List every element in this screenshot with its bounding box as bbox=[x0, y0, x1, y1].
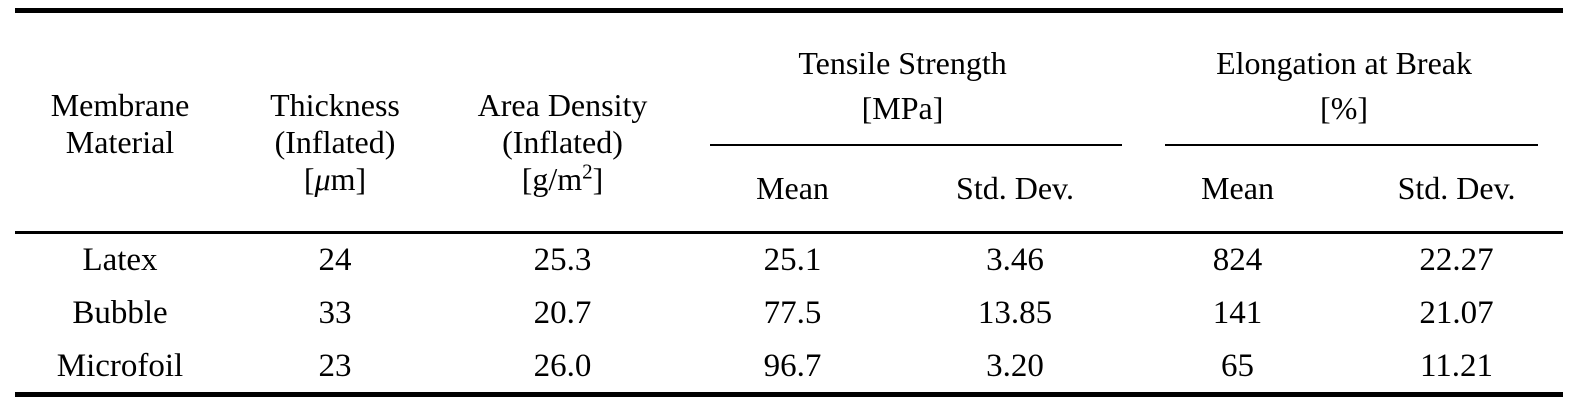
cell-elongation-mean: 824 bbox=[1212, 241, 1263, 278]
area-density-unit-superscript: 2 bbox=[582, 158, 593, 183]
cell-elongation-std: 21.07 bbox=[1419, 295, 1494, 331]
elongation-title: Elongation at Break bbox=[1216, 45, 1472, 81]
membrane-header-unit-spacer bbox=[15, 161, 225, 198]
cmidrule-tensile-strength bbox=[710, 143, 1123, 146]
cell-thickness: 23 bbox=[318, 347, 352, 384]
cell-elongation-std: 22.27 bbox=[1419, 241, 1494, 278]
cell-material: Microfoil bbox=[56, 347, 184, 384]
membrane-properties-table: Membrane Material Thickness (Inflated) [… bbox=[15, 8, 1564, 397]
table-body: Latex 24 25.3 25.1 3.46 824 22.27 Bubble… bbox=[15, 233, 1563, 395]
table-row-bubble: Bubble 33 20.7 77.5 13.85 141 21.07 bbox=[15, 287, 1563, 341]
tensile-strength-title: Tensile Strength bbox=[798, 45, 1007, 81]
cell-elongation-mean: 65 bbox=[1221, 347, 1255, 384]
col-header-thickness: Thickness (Inflated) [μm] bbox=[225, 11, 445, 233]
thickness-header-line1: Thickness bbox=[270, 86, 400, 123]
cell-area-density: 20.7 bbox=[533, 295, 592, 331]
cell-tensile-mean: 25.1 bbox=[763, 241, 822, 278]
area-density-unit-close: ] bbox=[592, 160, 604, 197]
header-row-sub: Mean Std. Dev. Mean Std. Dev. bbox=[15, 146, 1563, 233]
table-header: Membrane Material Thickness (Inflated) [… bbox=[15, 11, 1564, 233]
thickness-header-line2: (Inflated) bbox=[274, 123, 396, 160]
thickness-unit-close: m] bbox=[330, 160, 367, 197]
cell-tensile-std: 13.85 bbox=[977, 295, 1053, 331]
col-header-area-density: Area Density (Inflated) [g/m2] bbox=[445, 11, 680, 233]
thickness-unit-open: [ bbox=[303, 160, 315, 197]
cell-elongation-std: 11.21 bbox=[1420, 347, 1494, 384]
area-density-header-line2: (Inflated) bbox=[502, 123, 623, 160]
cell-elongation-mean: 141 bbox=[1212, 295, 1263, 331]
header-row-top: Membrane Material Thickness (Inflated) [… bbox=[15, 11, 1563, 197]
cell-area-density: 25.3 bbox=[533, 241, 592, 278]
cell-tensile-std: 3.20 bbox=[986, 347, 1044, 384]
area-density-unit-open: [g/m bbox=[521, 160, 583, 197]
subheader-elongation-mean: Mean bbox=[1201, 169, 1274, 206]
membrane-header-line1: Membrane bbox=[50, 86, 190, 123]
col-header-membrane-material: Membrane Material bbox=[15, 11, 225, 233]
group-header-elongation-at-break: Elongation at Break [%] bbox=[1125, 11, 1563, 146]
cell-tensile-std: 3.46 bbox=[986, 241, 1044, 278]
thickness-unit: [μm] bbox=[225, 161, 445, 198]
cell-material: Latex bbox=[82, 241, 158, 278]
membrane-header-line2: Material bbox=[65, 123, 175, 160]
group-header-tensile-strength: Tensile Strength [MPa] bbox=[680, 11, 1125, 146]
subheader-tensile-mean: Mean bbox=[756, 169, 829, 206]
cell-tensile-mean: 77.5 bbox=[763, 295, 822, 331]
cell-tensile-mean: 96.7 bbox=[763, 347, 822, 384]
mu-symbol: μ bbox=[314, 160, 331, 197]
cell-thickness: 33 bbox=[318, 295, 352, 331]
area-density-unit: [g/m2] bbox=[445, 158, 680, 198]
subheader-tensile-std-dev: Std. Dev. bbox=[956, 169, 1074, 206]
table-row-microfoil: Microfoil 23 26.0 96.7 3.20 65 11.21 bbox=[15, 341, 1563, 395]
cmidrule-elongation-at-break bbox=[1165, 143, 1539, 146]
subheader-elongation-std-dev: Std. Dev. bbox=[1397, 169, 1516, 206]
cell-material: Bubble bbox=[72, 295, 168, 331]
tensile-strength-unit: [MPa] bbox=[861, 90, 944, 126]
table-row-latex: Latex 24 25.3 25.1 3.46 824 22.27 bbox=[15, 233, 1563, 287]
elongation-unit: [%] bbox=[1320, 90, 1368, 126]
cell-area-density: 26.0 bbox=[533, 347, 592, 384]
area-density-header-line1: Area Density bbox=[477, 86, 648, 123]
cell-thickness: 24 bbox=[318, 241, 352, 278]
